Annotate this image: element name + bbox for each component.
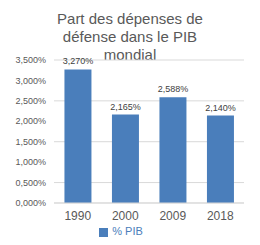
svg-text:2018: 2018 bbox=[207, 209, 234, 223]
svg-text:0,000%: 0,000% bbox=[15, 198, 46, 208]
svg-text:2009: 2009 bbox=[159, 209, 186, 223]
svg-text:2000: 2000 bbox=[112, 209, 139, 223]
svg-text:2,140%: 2,140% bbox=[205, 103, 236, 113]
svg-text:0,500%: 0,500% bbox=[15, 178, 46, 188]
svg-text:2,000%: 2,000% bbox=[15, 116, 46, 126]
svg-text:3,270%: 3,270% bbox=[63, 56, 94, 66]
svg-text:1990: 1990 bbox=[64, 209, 91, 223]
svg-text:2,500%: 2,500% bbox=[15, 96, 46, 106]
svg-text:3,500%: 3,500% bbox=[15, 55, 46, 65]
svg-text:2,588%: 2,588% bbox=[158, 84, 189, 94]
svg-text:1,500%: 1,500% bbox=[15, 137, 46, 147]
svg-text:1,000%: 1,000% bbox=[15, 157, 46, 167]
svg-text:3,000%: 3,000% bbox=[15, 76, 46, 86]
svg-text:2,165%: 2,165% bbox=[110, 102, 141, 112]
